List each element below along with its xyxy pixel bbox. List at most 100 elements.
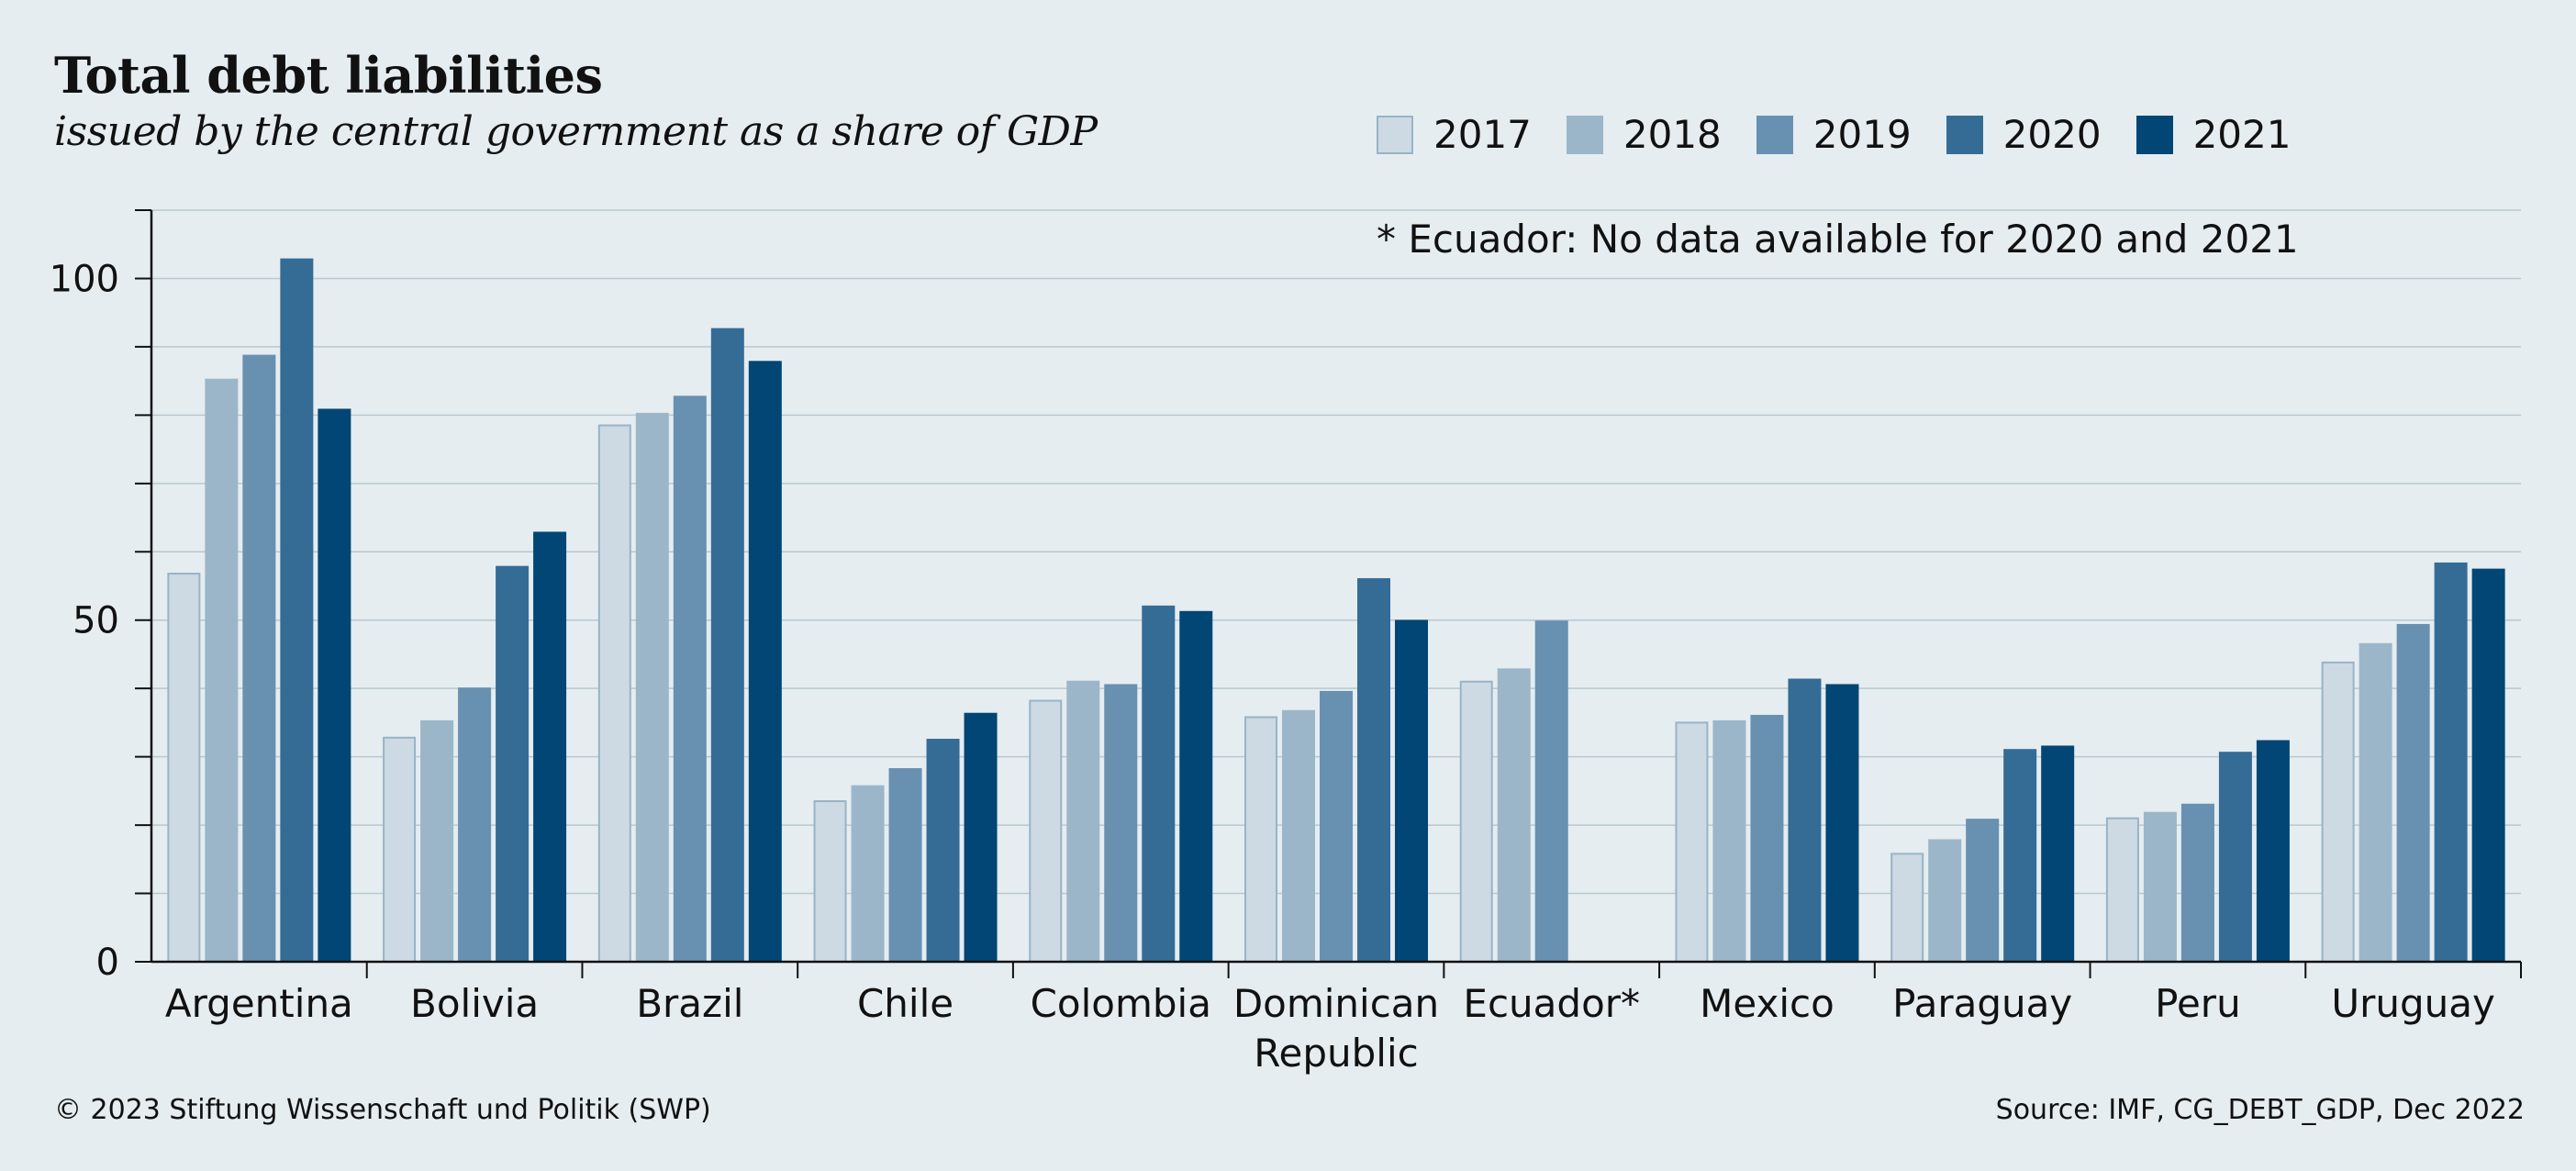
bar-2020 xyxy=(496,565,530,963)
x-tick-label: Dominican Republic xyxy=(1233,981,1439,1076)
x-tick-label: Uruguay xyxy=(2331,981,2495,1026)
x-tick-label-line: Dominican xyxy=(1233,981,1439,1026)
legend-item-2018: 2018 xyxy=(1566,112,1722,157)
legend-item-2021: 2021 xyxy=(2136,112,2292,157)
bar-2020 xyxy=(1357,578,1390,964)
bar-2021 xyxy=(533,531,567,964)
y-tick-label: 100 xyxy=(50,258,119,300)
bar-2017 xyxy=(1890,853,1924,963)
x-tick-label-line: Brazil xyxy=(636,981,743,1026)
bar-2019 xyxy=(888,768,922,964)
x-tick-label-line: Republic xyxy=(1254,1031,1419,1076)
bar-2021 xyxy=(964,712,998,963)
bar-2020 xyxy=(926,739,960,963)
x-tick-label-line: Chile xyxy=(857,981,953,1026)
x-tick-label-line: Colombia xyxy=(1031,981,1211,1026)
bar-2019 xyxy=(1750,714,1784,963)
bar-2020 xyxy=(710,328,744,963)
x-tick-label: Peru xyxy=(2155,981,2241,1026)
bar-2021 xyxy=(2041,745,2075,964)
bar-2017 xyxy=(383,736,417,963)
bar-2018 xyxy=(1066,680,1100,964)
bar-2019 xyxy=(458,687,492,963)
x-tick-label-line: Argentina xyxy=(165,981,353,1026)
bar-2021 xyxy=(1179,610,1213,963)
bar-2019 xyxy=(242,354,276,963)
y-tick-label: 50 xyxy=(72,600,119,642)
legend-label: 2017 xyxy=(1433,112,1532,157)
legend-item-2019: 2019 xyxy=(1756,112,1912,157)
x-tick-label: Paraguay xyxy=(1892,981,2072,1026)
bar-2019 xyxy=(1966,819,2000,963)
legend-swatch xyxy=(2136,115,2173,154)
x-tick-label-line: Peru xyxy=(2155,981,2241,1026)
legend: 2017 2018 2019 2020 2021 xyxy=(1377,112,2325,157)
bar-2021 xyxy=(2471,568,2505,963)
x-tick-label-line: Ecuador* xyxy=(1463,981,1640,1026)
x-tick-label: Ecuador* xyxy=(1463,981,1640,1026)
legend-label: 2020 xyxy=(2002,112,2102,157)
bar-2017 xyxy=(1029,699,1063,963)
bar-2021 xyxy=(748,361,782,964)
bar-2019 xyxy=(1320,690,1353,963)
bar-2017 xyxy=(597,424,631,964)
x-tick-label: Mexico xyxy=(1700,981,1834,1026)
legend-label: 2021 xyxy=(2192,112,2292,157)
bar-2017 xyxy=(1459,680,1493,964)
bar-2018 xyxy=(1497,668,1531,963)
bar-2018 xyxy=(1282,709,1315,963)
bar-2017 xyxy=(2105,817,2139,963)
bar-2018 xyxy=(635,412,669,963)
chart-title: Total debt liabilities xyxy=(54,46,603,105)
bar-2020 xyxy=(1142,605,1176,963)
x-tick-label: Bolivia xyxy=(410,981,539,1026)
x-tick-label: Brazil xyxy=(636,981,743,1026)
bar-2020 xyxy=(2434,562,2468,963)
bars xyxy=(167,258,2505,964)
legend-swatch xyxy=(1566,115,1603,154)
bar-2017 xyxy=(1244,716,1277,963)
copyright-note: © 2023 Stiftung Wissenschaft und Politik… xyxy=(54,1094,711,1126)
bar-2021 xyxy=(2256,740,2290,964)
legend-label: 2019 xyxy=(1812,112,1912,157)
bar-2018 xyxy=(205,378,239,963)
bar-2017 xyxy=(813,800,847,963)
source-note: Source: IMF, CG_DEBT_GDP, Dec 2022 xyxy=(1995,1094,2525,1126)
bar-2020 xyxy=(2218,752,2252,963)
bar-2018 xyxy=(851,785,885,963)
ecuador-annotation: * Ecuador: No data available for 2020 an… xyxy=(1377,217,2299,262)
legend-label: 2018 xyxy=(1623,112,1722,157)
x-tick-label-line: Uruguay xyxy=(2331,981,2495,1026)
bar-2017 xyxy=(167,573,201,964)
bar-2017 xyxy=(1675,721,1709,964)
bar-2020 xyxy=(1788,678,1822,964)
chart-subtitle: issued by the central government as a sh… xyxy=(54,108,1098,155)
bar-2021 xyxy=(1395,619,1428,963)
bar-2018 xyxy=(420,719,454,963)
bar-2019 xyxy=(673,396,707,963)
bar-2021 xyxy=(1825,684,1859,964)
legend-swatch xyxy=(1377,115,1413,154)
x-tick-label: Chile xyxy=(857,981,953,1026)
bar-2020 xyxy=(280,258,314,963)
legend-swatch xyxy=(1756,115,1793,154)
x-tick-label-line: Mexico xyxy=(1700,981,1834,1026)
bar-2018 xyxy=(2143,811,2177,963)
bar-2018 xyxy=(1928,839,1962,963)
legend-swatch xyxy=(1946,115,1983,154)
legend-item-2020: 2020 xyxy=(1946,112,2102,157)
bar-2018 xyxy=(1712,719,1746,963)
bar-2021 xyxy=(318,408,351,963)
y-tick-label: 0 xyxy=(96,942,119,984)
x-tick-label-line: Bolivia xyxy=(410,981,539,1026)
bar-2019 xyxy=(1534,620,1568,963)
x-tick-label: Colombia xyxy=(1031,981,1211,1026)
bar-2018 xyxy=(2359,642,2392,963)
legend-item-2017: 2017 xyxy=(1377,112,1532,157)
x-tick-label: Argentina xyxy=(165,981,353,1026)
bar-2017 xyxy=(2321,661,2355,963)
bar-2019 xyxy=(2180,803,2214,963)
x-tick-label-line: Paraguay xyxy=(1892,981,2072,1026)
bar-2020 xyxy=(2003,749,2037,964)
